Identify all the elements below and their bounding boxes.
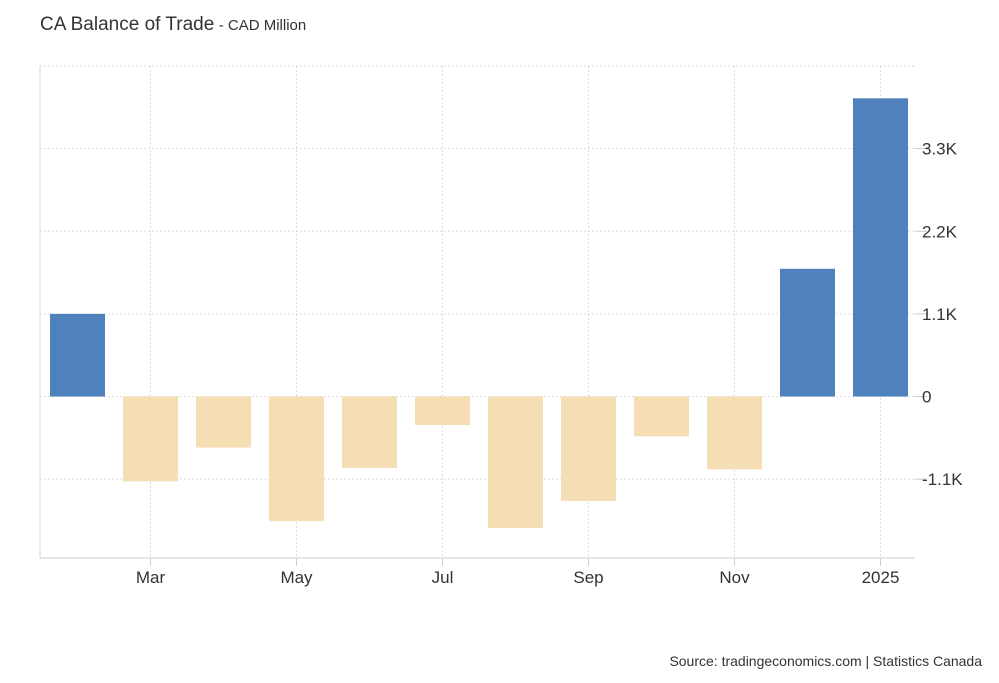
bar-2024-08: [488, 396, 543, 528]
x-tick-label: Jul: [432, 568, 454, 587]
y-tick-label: 1.1K: [922, 305, 958, 324]
x-tick-label: Mar: [136, 568, 166, 587]
bar-2024-02: [50, 313, 105, 397]
y-tick-label: 3.3K: [922, 140, 958, 159]
x-tick-label: Sep: [573, 568, 603, 587]
bar-2024-05: [269, 396, 324, 522]
x-tick-label: Nov: [719, 568, 750, 587]
bar-2024-07: [415, 396, 470, 426]
chart-title-block: CA Balance of Trade - CAD Million: [40, 14, 306, 36]
x-tick-label: 2025: [862, 568, 900, 587]
source-note: Source: tradingeconomics.com | Statistic…: [669, 653, 982, 669]
y-tick-label: -1.1K: [922, 470, 963, 489]
bar-2024-09: [561, 396, 616, 501]
x-tick-label: May: [280, 568, 313, 587]
bar-2024-04: [196, 396, 251, 448]
bar-2024-06: [342, 396, 397, 468]
bar-2024-12: [780, 268, 835, 397]
chart-title: CA Balance of Trade: [40, 14, 215, 35]
bar-2024-11: [707, 396, 762, 470]
chart-subtitle: - CAD Million: [218, 17, 307, 34]
bar-2025-01: [853, 98, 908, 397]
bar-2024-10: [634, 396, 689, 437]
y-tick-label: 0: [922, 388, 931, 407]
bar-2024-03: [123, 396, 178, 482]
y-tick-label: 2.2K: [922, 222, 958, 241]
